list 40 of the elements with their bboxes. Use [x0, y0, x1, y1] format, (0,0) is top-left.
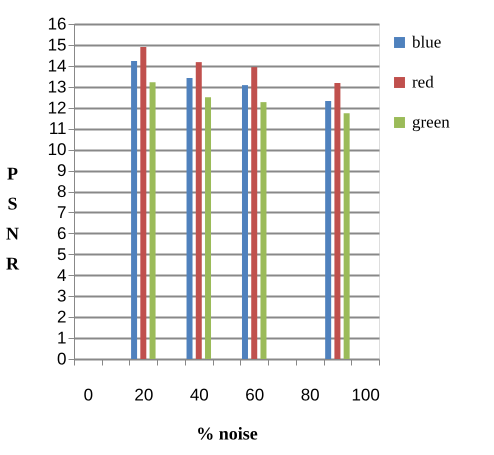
x-tick-label: 100: [351, 386, 380, 404]
y-axis-title: PSNR: [6, 164, 20, 274]
legend-label: green: [412, 112, 450, 132]
bar: [260, 102, 266, 359]
x-tick-label: 40: [190, 386, 209, 404]
x-tick-label: 20: [134, 386, 154, 404]
y-tick-label: 12: [48, 98, 66, 118]
x-tick-label: 60: [245, 386, 264, 404]
legend-label: blue: [412, 32, 442, 52]
y-tick-label: 4: [57, 266, 66, 285]
bar: [186, 78, 193, 359]
y-tick-label: 14: [48, 56, 66, 76]
y-tick-label: 8: [57, 182, 66, 201]
bar: [140, 47, 146, 359]
y-tick-label: 0: [57, 350, 66, 368]
y-tick-label: 16: [48, 14, 66, 34]
y-tick-label: 6: [57, 224, 66, 243]
bar: [150, 82, 156, 359]
y-tick-label: 7: [57, 202, 66, 222]
bar: [242, 85, 248, 359]
bar: [196, 62, 202, 359]
x-axis-title: % noise: [196, 424, 258, 444]
bar: [325, 101, 332, 359]
y-tick-label: 2: [57, 308, 66, 327]
x-tick-label: 0: [84, 386, 94, 404]
y-tick-label: 11: [48, 119, 66, 138]
bar: [251, 67, 258, 359]
y-tick-label: 9: [57, 161, 66, 180]
bar: [334, 83, 340, 359]
bar: [205, 97, 212, 359]
y-tick-label: 15: [48, 35, 66, 54]
y-tick-label: 3: [57, 286, 66, 306]
y-tick-label: 1: [57, 328, 66, 348]
x-tick-label: 80: [300, 386, 320, 404]
y-tick-label: 5: [57, 244, 66, 264]
y-tick-label: 10: [48, 140, 66, 160]
bar: [131, 61, 138, 359]
y-tick-label: 13: [48, 77, 66, 96]
bar: [344, 113, 350, 359]
legend-label: red: [412, 72, 434, 92]
